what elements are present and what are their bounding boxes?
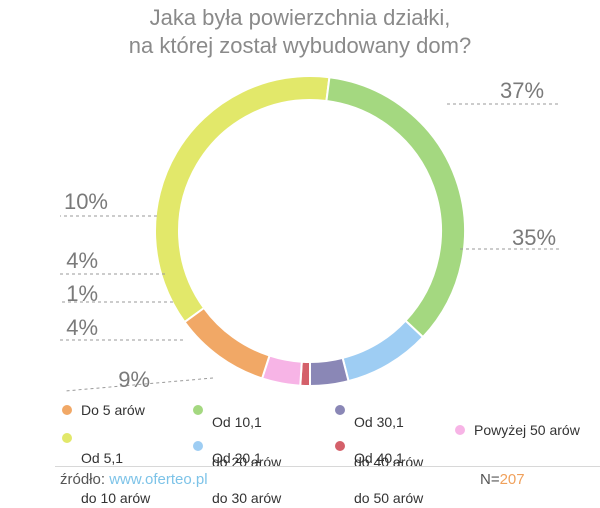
legend-item-powyzej-50: Powyżej 50 arów (455, 420, 580, 440)
legend-label: Od 30,1 (354, 414, 404, 430)
slice-percent-label: 4% (66, 315, 98, 340)
legend-label-group: Od 20,1 do 30 arów (212, 428, 281, 508)
legend-swatch (193, 441, 203, 451)
source-note: źródło: www.oferteo.pl (60, 471, 208, 488)
legend-label-line-2: do 50 arów (354, 490, 424, 506)
footer-divider (55, 466, 600, 467)
chart-legend: Do 5 arów Od 5,1 do 10 arów Od 10,1 do 2… (62, 392, 580, 506)
legend-label-line-2: do 10 arów (81, 490, 151, 506)
chart-title: Jaka była powierzchnia działki, na które… (0, 4, 600, 60)
legend-swatch (335, 405, 345, 415)
legend-item-od-5-1: Od 5,1 do 10 arów (62, 428, 150, 508)
legend-label: Od 10,1 (212, 414, 262, 430)
chart-title-line-2: na której został wybudowany dom? (128, 33, 472, 58)
legend-label: Od 5,1 (81, 450, 124, 466)
slice-percent-label: 10% (64, 189, 108, 214)
legend-swatch (62, 433, 72, 443)
legend-label-group: Od 5,1 do 10 arów (81, 428, 150, 508)
sample-size-value: 207 (499, 471, 525, 488)
donut-slice (183, 306, 271, 380)
donut-chart: 37% 35% 9% 4% 1% 4% 10% (60, 75, 562, 392)
slice-percent-label: 9% (118, 367, 150, 392)
chart-title-line-1: Jaka była powierzchnia działki, (149, 5, 451, 30)
slice-percent-label: 35% (512, 225, 556, 250)
legend-label: Powyżej 50 arów (474, 422, 580, 438)
legend-item-od-10-1: Od 10,1 do 20 arów (193, 392, 281, 472)
legend-label: Do 5 arów (81, 402, 145, 418)
legend-label: Od 40,1 (354, 450, 404, 466)
slice-leader-line (64, 377, 214, 392)
legend-swatch (62, 405, 72, 415)
legend-label: Od 20,1 (212, 450, 262, 466)
source-prefix: źródło: (60, 471, 110, 488)
slice-percent-label: 4% (66, 248, 98, 273)
sample-size-label: N= (480, 471, 500, 488)
sample-size: N=207 (480, 471, 525, 488)
legend-swatch (335, 441, 345, 451)
legend-label-line-2: do 30 arów (212, 490, 282, 506)
slice-percent-label: 37% (500, 78, 544, 103)
legend-swatch (193, 405, 203, 415)
legend-label-group: Od 40,1 do 50 arów (354, 428, 423, 508)
source-link[interactable]: www.oferteo.pl (109, 471, 208, 488)
slice-percent-label: 1% (66, 281, 98, 306)
legend-item-do-5: Do 5 arów (62, 400, 145, 420)
legend-item-od-40-1: Od 40,1 do 50 arów (335, 428, 423, 508)
legend-item-od-20-1: Od 20,1 do 30 arów (193, 428, 281, 508)
legend-swatch (455, 425, 465, 435)
legend-label-group: Od 10,1 do 20 arów (212, 392, 281, 472)
